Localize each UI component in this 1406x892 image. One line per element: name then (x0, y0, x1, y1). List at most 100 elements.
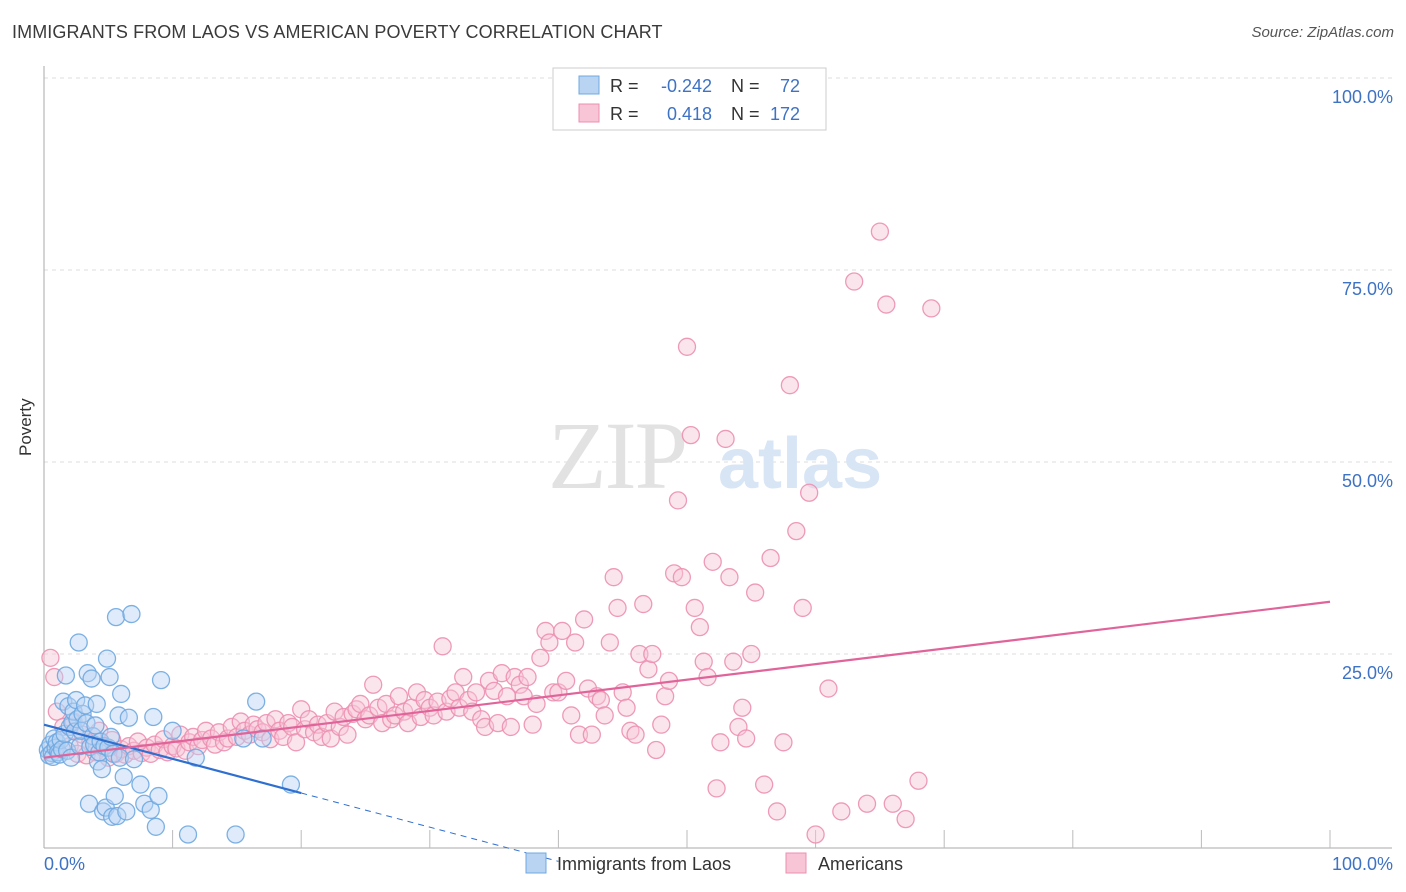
americans-point (720, 568, 739, 587)
stats-r-label-pink: R = (610, 104, 639, 124)
americans-point (685, 598, 704, 618)
series-legend: Immigrants from Laos Americans (525, 852, 903, 874)
series-legend-americans-label: Americans (818, 854, 903, 874)
americans-point (595, 706, 614, 725)
americans-point (755, 775, 774, 794)
americans-point (510, 675, 529, 694)
y-tick-label: 50.0% (1342, 471, 1393, 491)
laos-trend-line (43, 723, 302, 795)
americans-point (707, 779, 726, 798)
laos-point (70, 737, 90, 756)
americans-point (639, 660, 658, 679)
americans-point (292, 700, 311, 719)
stats-r-label-blue: R = (610, 76, 639, 96)
americans-point (466, 683, 486, 702)
laos-point (149, 786, 168, 806)
source-label: Source: ZipAtlas.com (1251, 24, 1394, 41)
americans-point (574, 610, 594, 629)
laos-point (131, 775, 150, 794)
americans-point (703, 552, 722, 571)
americans-point (556, 671, 576, 691)
laos-point (253, 729, 272, 748)
americans-point (677, 337, 697, 356)
americans-point (761, 548, 780, 568)
watermark-zip: ZIP (548, 402, 686, 509)
trend-lines (43, 600, 1331, 862)
watermark: ZIP atlas (548, 402, 882, 509)
americans-point (681, 425, 701, 445)
stats-legend: R = -0.242 N = 72 R = 0.418 N = 172 (552, 67, 827, 131)
axes (43, 66, 1392, 849)
americans-point (459, 690, 478, 710)
americans-point (819, 679, 838, 698)
americans-point (737, 729, 756, 748)
stats-r-value-blue: -0.242 (661, 76, 712, 96)
laos-point (68, 710, 87, 729)
americans-point (724, 652, 743, 671)
laos-point (76, 696, 95, 715)
americans-point (454, 667, 473, 687)
laos-point (178, 825, 198, 844)
americans-point (883, 794, 902, 813)
series-legend-americans-swatch (785, 852, 807, 874)
laos-point (186, 748, 205, 767)
chart-title: IMMIGRANTS FROM LAOS VS AMERICAN POVERTY… (12, 22, 663, 42)
americans-point (845, 272, 864, 291)
americans-point (634, 594, 653, 614)
americans-point (338, 725, 357, 744)
americans-point (733, 698, 752, 717)
americans-point (531, 648, 550, 667)
y-tick-label: 25.0% (1342, 663, 1393, 683)
laos-point (100, 667, 119, 687)
stats-legend-pink-swatch (578, 103, 600, 123)
laos-point (97, 649, 117, 668)
americans-point (716, 429, 735, 449)
americans-point (870, 222, 890, 241)
americans-point (523, 715, 542, 734)
x-tick-label: 0.0% (44, 854, 85, 874)
stats-n-value-pink: 172 (770, 104, 800, 124)
laos-point (146, 817, 166, 836)
americans-point (553, 621, 572, 641)
americans-point (591, 690, 610, 710)
watermark-atlas: atlas (718, 424, 882, 504)
stats-n-value-blue: 72 (780, 76, 800, 96)
series-legend-laos-label: Immigrants from Laos (557, 854, 731, 874)
americans-point (711, 733, 730, 752)
laos-point (87, 694, 106, 714)
americans-point (800, 483, 819, 502)
laos-point (69, 633, 88, 652)
grid-lines (44, 77, 1392, 655)
americans-point (655, 687, 675, 706)
stats-n-label-pink: N = (731, 104, 760, 124)
laos-point (106, 607, 126, 627)
americans-points (41, 222, 941, 844)
americans-point (248, 720, 267, 739)
stats-legend-blue-swatch (578, 75, 600, 95)
laos-point (105, 786, 124, 806)
americans-point (780, 376, 800, 395)
americans-point (767, 802, 787, 821)
americans-point (643, 644, 662, 664)
americans-point (501, 717, 520, 737)
laos-point (112, 684, 131, 704)
laos-point (117, 802, 136, 821)
y-tick-label: 100.0% (1332, 87, 1393, 107)
americans-point (630, 644, 649, 664)
laos-point (124, 750, 144, 769)
laos-point (163, 721, 182, 740)
americans-point (604, 568, 623, 587)
americans-point (565, 633, 585, 652)
americans-point (286, 733, 306, 752)
americans-point (45, 667, 64, 687)
americans-point (806, 825, 825, 844)
americans-point (608, 598, 627, 618)
americans-point (793, 598, 812, 618)
laos-point (82, 669, 101, 688)
laos-point (103, 807, 122, 826)
stats-r-value-pink: 0.418 (667, 104, 712, 124)
americans-point (896, 809, 915, 829)
laos-point (226, 825, 245, 844)
americans-point (832, 802, 851, 821)
americans-point (569, 725, 589, 744)
